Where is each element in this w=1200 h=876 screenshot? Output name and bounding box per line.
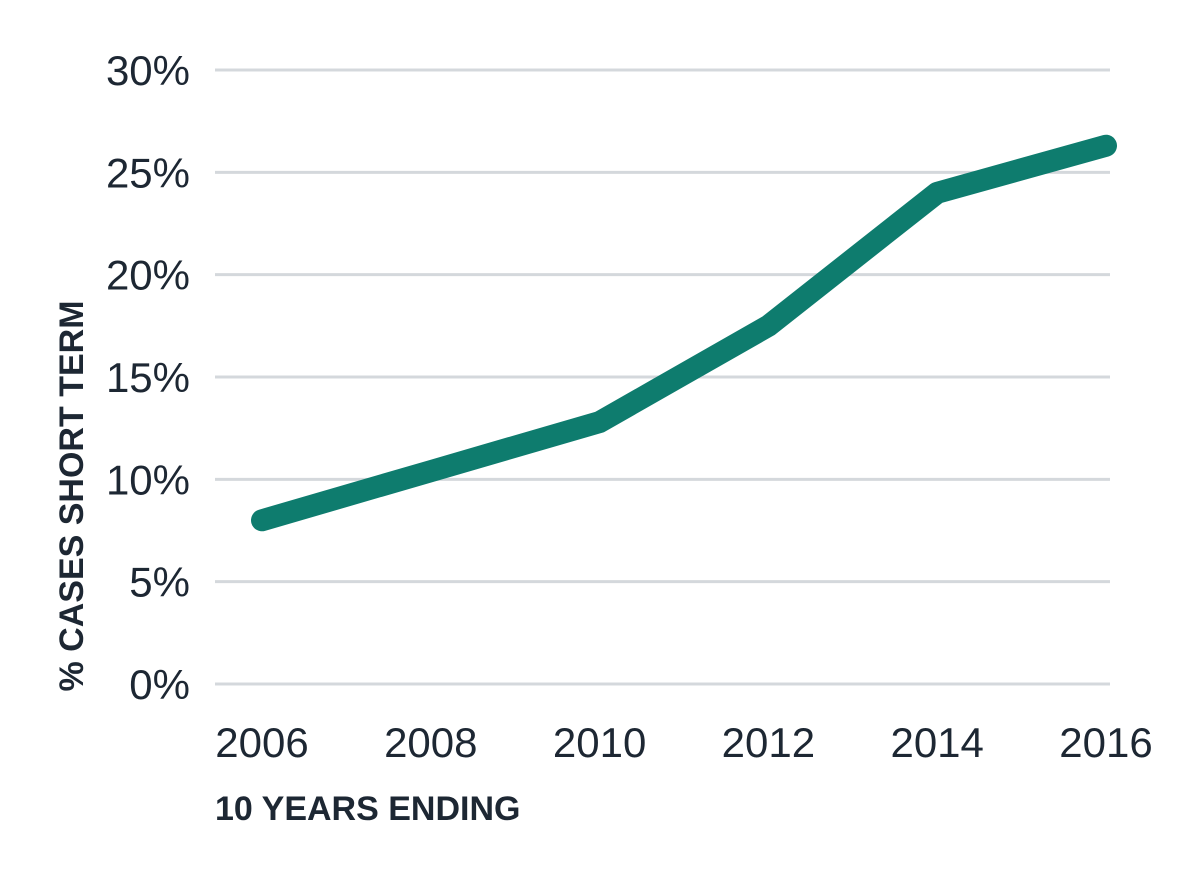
x-tick-label: 2010 [553,719,646,766]
y-tick-label: 30% [106,47,190,94]
x-tick-label: 2016 [1059,719,1152,766]
data-point [936,192,938,194]
y-tick-label: 25% [106,149,190,196]
data-point [430,470,432,472]
y-axis-label: % CASES SHORT TERM [53,300,91,691]
y-axis-ticks: 0% 5% 10% 15% 20% 25% 30% [106,47,190,708]
y-tick-label: 15% [106,354,190,401]
series-layer [251,134,1117,532]
y-tick-label: 10% [106,456,190,503]
data-point [261,519,263,521]
x-tick-label: 2008 [384,719,477,766]
series-line [251,134,1117,532]
x-axis-ticks: 2006 2008 2010 2012 2014 2016 [215,719,1152,766]
y-tick-label: 20% [106,252,190,299]
y-tick-label: 0% [129,661,190,708]
y-tick-label: 5% [129,559,190,606]
data-point [1105,145,1107,147]
x-tick-label: 2014 [890,719,983,766]
data-point [599,421,601,423]
x-tick-label: 2012 [722,719,815,766]
x-tick-label: 2006 [215,719,308,766]
data-point [767,325,769,327]
x-axis-label: 10 YEARS ENDING [215,790,520,828]
